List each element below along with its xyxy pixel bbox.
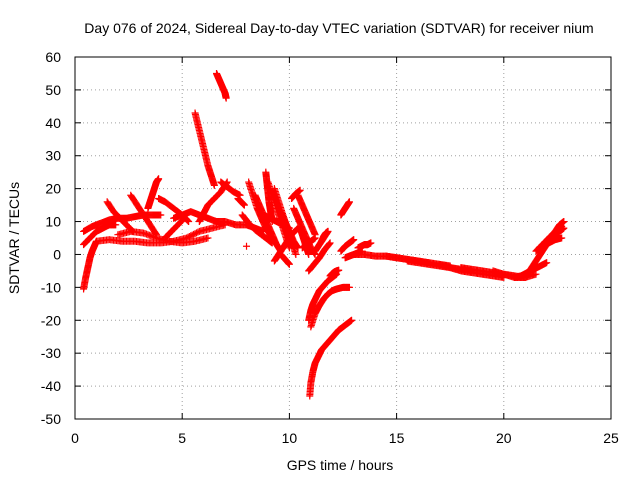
- data-point: [543, 259, 551, 267]
- y-tick-label: -30: [41, 345, 61, 361]
- y-tick-label: -20: [41, 312, 61, 328]
- series-arc-39: [306, 316, 356, 400]
- series-arc-09: [114, 227, 212, 247]
- y-tick-label: 0: [53, 246, 61, 262]
- y-tick-label: 20: [45, 181, 61, 197]
- series-arc-27: [277, 250, 293, 268]
- y-tick-label: 30: [45, 148, 61, 164]
- data-point: [305, 250, 313, 258]
- data-point: [348, 316, 356, 324]
- data-point: [532, 270, 540, 278]
- data-point: [558, 234, 566, 242]
- data-point: [560, 224, 568, 232]
- data-point: [345, 198, 353, 206]
- data-point: [204, 234, 212, 242]
- y-tick-label: -50: [41, 411, 61, 427]
- plot-frame: [74, 56, 612, 420]
- series-arc-07: [144, 175, 163, 212]
- data-point: [240, 201, 248, 209]
- data-point: [243, 242, 251, 250]
- data-point: [350, 236, 358, 244]
- x-tick-label: 25: [603, 430, 619, 446]
- y-axis-tick-labels: 60 50 40 30 20 10 0 -10 -20 -30 -40 -50: [41, 49, 61, 427]
- series-arc-18: [243, 242, 251, 250]
- data-point: [155, 175, 163, 183]
- data-point: [311, 234, 319, 242]
- x-tick-label: 5: [178, 430, 186, 446]
- data-point: [285, 224, 293, 232]
- x-tick-label: 10: [282, 430, 298, 446]
- data-point: [345, 283, 353, 291]
- series-arc-16: [234, 195, 248, 209]
- series-arc-14: [213, 69, 230, 102]
- data-point: [292, 250, 300, 258]
- y-axis-label: SDTVAR / TECUs: [6, 182, 22, 294]
- series-arc-43: [354, 239, 375, 252]
- series-arc-32: [298, 234, 319, 252]
- y-tick-label: -10: [41, 279, 61, 295]
- data-point: [222, 94, 230, 102]
- series-arc-54: [543, 224, 568, 245]
- data-points: [80, 69, 568, 400]
- y-tick-label: 50: [45, 82, 61, 98]
- y-tick-label: -40: [41, 378, 61, 394]
- data-point: [560, 218, 568, 226]
- data-point: [296, 186, 304, 194]
- data-point: [285, 244, 293, 252]
- y-tick-label: 60: [45, 49, 61, 65]
- x-tick-label: 0: [71, 430, 79, 446]
- y-tick-label: 10: [45, 214, 61, 230]
- series-arc-38: [307, 283, 353, 331]
- data-point: [210, 181, 218, 189]
- series-arc-26: [260, 211, 293, 232]
- x-tick-label: 20: [496, 430, 512, 446]
- data-point: [285, 260, 293, 268]
- data-point: [185, 218, 193, 226]
- series-arc-15: [217, 178, 244, 199]
- series-arc-33: [305, 239, 334, 275]
- data-point: [367, 239, 375, 247]
- x-tick-label: 15: [389, 430, 405, 446]
- data-point: [326, 239, 334, 247]
- y-tick-label: 40: [45, 115, 61, 131]
- x-axis-tick-labels: 0 5 10 15 20 25: [71, 430, 619, 446]
- data-point: [335, 266, 343, 274]
- series-arc-30: [294, 191, 319, 239]
- series-arc-02: [80, 221, 120, 249]
- chart-title: Day 076 of 2024, Sidereal Day-to-day VTE…: [84, 20, 593, 36]
- data-point: [324, 227, 332, 235]
- series-arc-28: [288, 186, 304, 203]
- series-arc-41: [337, 236, 358, 255]
- series-arc-35: [318, 227, 332, 245]
- series-arc-53: [521, 218, 568, 278]
- series-arc-10: [161, 214, 188, 242]
- series-arc-06: [127, 191, 160, 239]
- data-point: [112, 221, 120, 229]
- series-arc-40: [337, 198, 353, 219]
- data-point: [333, 270, 341, 278]
- series-arc-13: [191, 109, 218, 189]
- x-axis-label: GPS time / hours: [287, 457, 394, 473]
- data-point: [157, 211, 165, 219]
